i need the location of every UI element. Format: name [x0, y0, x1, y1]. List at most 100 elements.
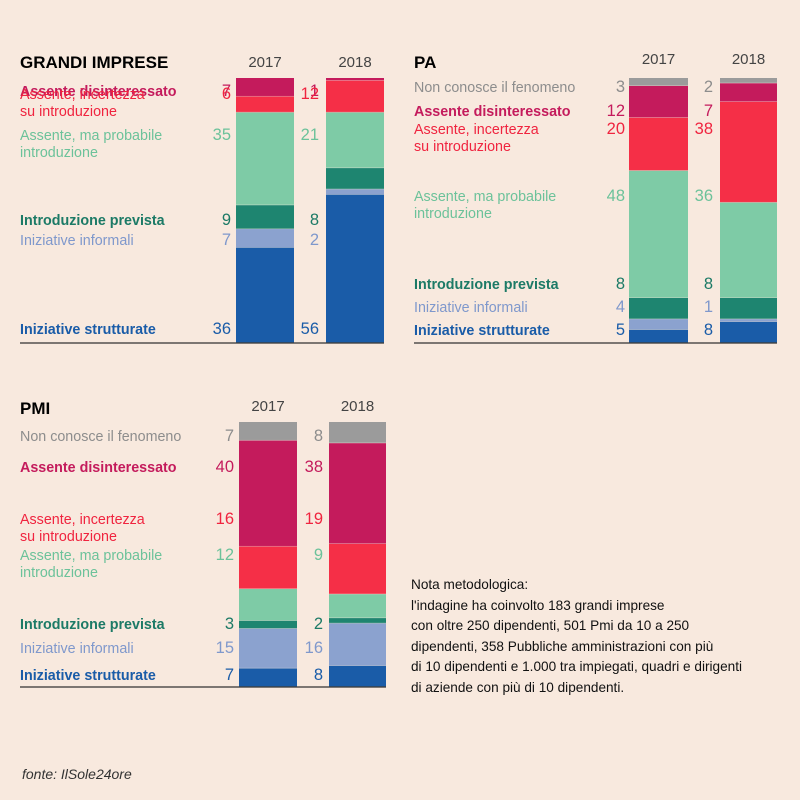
- pa-bar-2018-introduzione_prevista: [720, 297, 777, 320]
- pmi-value-2017-assente_incertezza: 16: [216, 510, 234, 528]
- pa-value-2018-iniziative_strutturate: 8: [704, 321, 713, 339]
- grandi-imprese-label-iniziative_strutturate: Iniziative strutturate: [20, 322, 156, 338]
- pmi-separator-2017-introduzione_prevista: [239, 628, 297, 630]
- pmi-bar-2017-non_conosce: [239, 422, 297, 441]
- pa-value-2018-introduzione_prevista: 8: [704, 275, 713, 293]
- pmi-value-2018-assente_probabile: 9: [314, 546, 323, 564]
- grandi-imprese-bar-2017-assente_probabile: [236, 112, 294, 206]
- grandi-imprese-label-assente_disinteressato: Assente disinteressato: [20, 84, 177, 100]
- pmi-title: PMI: [20, 399, 50, 418]
- pmi-label-assente_probabile: introduzione: [20, 565, 98, 581]
- grandi-imprese-value-2018-assente_disinteressato: 1: [310, 82, 319, 100]
- grandi-imprese-bar-2018-introduzione_prevista: [326, 168, 384, 190]
- pmi-value-2017-assente_probabile: 12: [216, 546, 234, 564]
- grandi-imprese-value-2017-assente_incertezza: 6: [222, 85, 231, 103]
- grandi-imprese-bar-2018-assente_disinteressato: [326, 78, 384, 81]
- note-line: con oltre 250 dipendenti, 501 Pmi da 10 …: [411, 618, 690, 634]
- pmi-year-2018: 2018: [341, 398, 374, 415]
- pa-bar-2018-non_conosce: [720, 78, 777, 84]
- grandi-imprese-separator-2018-introduzione_prevista: [326, 188, 384, 190]
- pa-bar-2018-assente_probabile: [720, 202, 777, 298]
- pmi-value-2018-assente_incertezza: 19: [305, 510, 323, 528]
- pa-label-assente_incertezza: Assente, incertezza: [414, 122, 539, 138]
- pa-value-2017-iniziative_strutturate: 5: [616, 321, 625, 339]
- pa-label-non_conosce: Non conosce il fenomeno: [414, 80, 575, 96]
- pa-label-assente_disinteressato: Assente disinteressato: [414, 104, 571, 120]
- source-credit: fonte: IlSole24ore: [22, 766, 132, 782]
- grandi-imprese-bar-2017-iniziative_strutturate: [236, 247, 294, 343]
- pmi-bar-2017-assente_probabile: [239, 588, 297, 621]
- pmi-bar-2018-assente_disinteressato: [329, 443, 386, 544]
- pmi-separator-2017-assente_incertezza: [239, 588, 297, 590]
- grandi-imprese-bar-2018-iniziative_strutturate: [326, 194, 384, 343]
- pa-bar-2017-non_conosce: [629, 78, 688, 86]
- grandi-imprese-value-2018-iniziative_strutturate: 56: [301, 320, 319, 338]
- note-line: di aziende con più di 10 dipendenti.: [411, 679, 625, 695]
- grandi-imprese-title: GRANDI IMPRESE: [20, 53, 168, 72]
- grandi-imprese-year-2018: 2018: [338, 54, 371, 71]
- pa-bar-2018-iniziative_strutturate: [720, 321, 777, 343]
- pa-value-2017-iniziative_informali: 4: [616, 298, 625, 316]
- pmi-separator-2017-iniziative_informali: [239, 667, 297, 670]
- pmi-bar-2017-introduzione_prevista: [239, 620, 297, 629]
- pmi-bar-2018-iniziative_informali: [329, 623, 386, 666]
- note-line: dipendenti, 358 Pubbliche amministrazion…: [411, 638, 714, 654]
- note-line: di 10 dipendenti e 1.000 tra impiegati, …: [411, 659, 743, 675]
- pa-bar-2018-iniziative_informali: [720, 319, 777, 322]
- pmi-bar-2018-assente_incertezza: [329, 543, 386, 595]
- pa-bar-2017-assente_disinteressato: [629, 85, 688, 118]
- grandi-imprese-bar-2017-introduzione_prevista: [236, 205, 294, 230]
- grandi-imprese-value-2017-iniziative_informali: 7: [222, 231, 231, 249]
- grandi-imprese-separator-2017-assente_disinteressato: [236, 95, 294, 98]
- pa-value-2018-non_conosce: 2: [704, 78, 713, 96]
- pmi-value-2017-introduzione_prevista: 3: [225, 615, 234, 633]
- pmi-bar-2017-assente_disinteressato: [239, 440, 297, 547]
- pmi-label-assente_incertezza: su introduzione: [20, 529, 117, 545]
- grandi-imprese-value-2018-introduzione_prevista: 8: [310, 211, 319, 229]
- pa-separator-2018-non_conosce: [720, 82, 777, 84]
- pmi-label-iniziative_informali: Iniziative informali: [20, 641, 134, 657]
- pa-value-2017-assente_probabile: 48: [607, 187, 625, 205]
- note-line: Nota metodologica:: [411, 577, 529, 592]
- pmi-bar-2018-non_conosce: [329, 422, 386, 444]
- pmi-year-2017: 2017: [251, 398, 284, 415]
- pa-label-assente_probabile: introduzione: [414, 206, 492, 222]
- pmi-label-non_conosce: Non conosce il fenomeno: [20, 429, 181, 445]
- pa-value-2018-assente_incertezza: 38: [695, 120, 713, 138]
- pa-bar-2017-iniziative_informali: [629, 319, 688, 330]
- pa-value-2017-assente_disinteressato: 12: [607, 102, 625, 120]
- pa-bar-2017-iniziative_strutturate: [629, 329, 688, 343]
- grandi-imprese-bar-2018-assente_probabile: [326, 112, 384, 169]
- pa-bar-2017-assente_probabile: [629, 170, 688, 298]
- pmi-value-2018-assente_disinteressato: 38: [305, 458, 323, 476]
- pmi-bar-2017-iniziative_informali: [239, 628, 297, 669]
- pmi-value-2017-assente_disinteressato: 40: [216, 458, 234, 476]
- pmi-value-2018-introduzione_prevista: 2: [314, 615, 323, 633]
- pa-bar-2017-assente_incertezza: [629, 117, 688, 171]
- grandi-imprese-value-2017-iniziative_strutturate: 36: [213, 320, 231, 338]
- pmi-value-2017-non_conosce: 7: [225, 427, 234, 445]
- grandi-imprese-bar-2017-assente_disinteressato: [236, 78, 294, 97]
- grandi-imprese-separator-2017-introduzione_prevista: [236, 228, 294, 230]
- pa-value-2018-iniziative_informali: 1: [704, 298, 713, 316]
- pa-year-2017: 2017: [642, 51, 675, 68]
- methodology-note: Nota metodologica: l'indagine ha coinvol…: [411, 575, 796, 699]
- grandi-imprese-value-2017-assente_probabile: 35: [213, 126, 231, 144]
- pa-bar-2017-introduzione_prevista: [629, 297, 688, 320]
- grandi-imprese-bar-2017-iniziative_informali: [236, 229, 294, 248]
- grandi-imprese-bar-2018-iniziative_informali: [326, 189, 384, 195]
- pa-value-2017-assente_incertezza: 20: [607, 120, 625, 138]
- grandi-imprese-value-2017-assente_disinteressato: 7: [222, 82, 231, 100]
- pa-label-assente_incertezza: su introduzione: [414, 139, 511, 155]
- grandi-imprese-label-introduzione_prevista: Introduzione prevista: [20, 213, 166, 229]
- pa-bar-2018-assente_disinteressato: [720, 83, 777, 102]
- pa-separator-2018-assente_incertezza: [720, 201, 777, 204]
- grandi-imprese-value-2018-iniziative_informali: 2: [310, 231, 319, 249]
- grandi-imprese-label-assente_probabile: introduzione: [20, 145, 98, 161]
- pa-bar-2018-assente_incertezza: [720, 101, 777, 203]
- pa-value-2018-assente_probabile: 36: [695, 187, 713, 205]
- grandi-imprese-value-2018-assente_probabile: 21: [301, 126, 319, 144]
- pa-title: PA: [414, 53, 436, 72]
- pmi-value-2018-iniziative_informali: 16: [305, 639, 323, 657]
